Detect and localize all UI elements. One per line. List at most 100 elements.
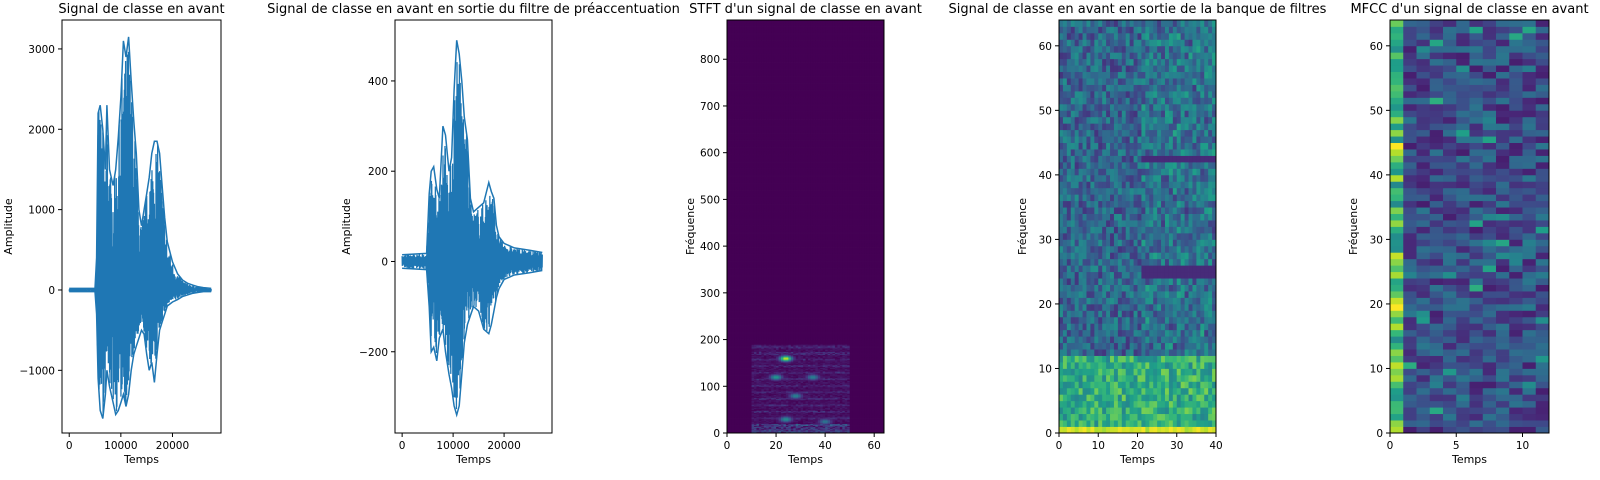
heatmap-cell bbox=[859, 426, 863, 428]
heatmap-cell bbox=[768, 416, 772, 418]
heatmap-cell bbox=[753, 429, 757, 431]
heatmap-cell bbox=[761, 425, 765, 427]
heatmap-cell bbox=[783, 418, 787, 421]
heatmap-cell bbox=[771, 416, 775, 418]
heatmap-cell bbox=[744, 420, 748, 423]
heatmap-cell bbox=[805, 420, 809, 423]
heatmap-cell bbox=[763, 429, 767, 431]
heatmap-cell bbox=[771, 419, 775, 422]
heatmap-cell bbox=[746, 415, 750, 417]
heatmap-cell bbox=[798, 429, 801, 431]
heatmap-cell bbox=[847, 415, 851, 417]
heatmap-cell bbox=[756, 417, 760, 419]
heatmap-cell bbox=[771, 417, 775, 419]
heatmap-cell bbox=[778, 415, 782, 417]
heatmap-cell bbox=[830, 417, 833, 419]
heatmap-cell bbox=[854, 431, 858, 433]
heatmap-cell bbox=[864, 416, 868, 418]
heatmap-cell bbox=[753, 417, 757, 419]
heatmap-cell bbox=[751, 423, 755, 425]
heatmap-cell bbox=[834, 414, 838, 416]
heatmap-cell bbox=[834, 424, 838, 426]
heatmap-cell bbox=[739, 422, 743, 425]
heatmap-cell bbox=[859, 420, 863, 423]
heatmap-cell bbox=[822, 418, 826, 420]
heatmap-cell bbox=[771, 420, 775, 423]
heatmap-cell bbox=[766, 422, 770, 425]
heatmap-cell bbox=[879, 420, 882, 423]
heatmap-cell bbox=[788, 427, 792, 429]
heatmap-cell bbox=[780, 415, 784, 417]
heatmap-cell bbox=[761, 423, 765, 425]
heatmap-cell bbox=[727, 430, 730, 432]
heatmap-cell bbox=[729, 418, 733, 421]
heatmap-cell bbox=[803, 422, 806, 425]
heatmap-cell bbox=[861, 417, 865, 419]
heatmap-cell bbox=[795, 431, 799, 433]
heatmap-cell bbox=[807, 418, 811, 421]
heatmap-cell bbox=[815, 431, 819, 433]
heatmap-cell bbox=[790, 413, 794, 415]
heatmap-cell bbox=[881, 431, 885, 433]
heatmap-cell bbox=[857, 413, 860, 415]
heatmap-cell bbox=[864, 423, 868, 425]
heatmap-cell bbox=[876, 426, 880, 428]
signal-trace bbox=[68, 36, 212, 419]
heatmap-cell bbox=[869, 413, 873, 415]
heatmap-cell bbox=[869, 419, 873, 422]
heatmap-cell bbox=[803, 414, 806, 416]
heatmap-cell bbox=[815, 427, 819, 429]
heatmap-cell bbox=[832, 428, 836, 430]
heatmap-cell bbox=[731, 428, 735, 430]
heatmap-cell bbox=[866, 424, 870, 426]
heatmap-cell bbox=[795, 415, 799, 417]
heatmap-cell bbox=[827, 418, 831, 421]
heatmap-cell bbox=[864, 420, 868, 423]
heatmap-cell bbox=[881, 418, 885, 420]
heatmap-cell bbox=[780, 422, 784, 425]
heatmap-cell bbox=[746, 423, 750, 425]
heatmap-cell bbox=[758, 422, 762, 425]
heatmap-cell bbox=[820, 422, 824, 425]
heatmap-cell bbox=[793, 415, 797, 417]
heatmap-cell bbox=[881, 423, 885, 425]
heatmap-cell bbox=[727, 418, 730, 421]
heatmap-cell bbox=[793, 428, 797, 430]
heatmap-cell bbox=[874, 420, 878, 423]
heatmap-cell bbox=[751, 429, 755, 431]
heatmap-cell bbox=[741, 420, 745, 423]
heatmap-cell bbox=[825, 426, 828, 428]
heatmap-cell bbox=[729, 429, 733, 431]
heatmap-cell bbox=[812, 416, 816, 418]
heatmap-cell bbox=[727, 417, 730, 419]
heatmap-cell bbox=[820, 417, 824, 419]
heatmap-cell bbox=[783, 413, 787, 415]
heatmap-cell bbox=[861, 426, 865, 428]
heatmap-cell bbox=[790, 417, 794, 419]
heatmap-cell bbox=[741, 415, 745, 417]
heatmap-cell bbox=[761, 413, 765, 415]
heatmap-cell bbox=[773, 415, 777, 417]
heatmap-cell bbox=[844, 418, 848, 420]
heatmap-cell bbox=[830, 426, 833, 428]
heatmap-cell bbox=[793, 429, 797, 431]
heatmap-cell bbox=[788, 426, 792, 428]
heatmap-cell bbox=[790, 420, 794, 423]
heatmap-cell bbox=[805, 423, 809, 425]
heatmap-cell bbox=[839, 427, 843, 429]
heatmap-cell bbox=[790, 426, 794, 428]
heatmap-cell bbox=[815, 416, 819, 418]
x-tick-label: 10000 bbox=[104, 440, 137, 452]
heatmap-cell bbox=[778, 423, 782, 425]
heatmap-cell bbox=[854, 430, 858, 432]
heatmap-cell bbox=[763, 415, 767, 417]
heatmap-cell bbox=[773, 413, 777, 415]
heatmap-cell bbox=[749, 417, 752, 419]
heatmap-cell bbox=[857, 414, 860, 416]
heatmap-cell bbox=[822, 429, 826, 431]
heatmap-cell bbox=[756, 416, 760, 418]
heatmap-cell bbox=[736, 427, 740, 429]
heatmap-cell bbox=[825, 418, 828, 421]
